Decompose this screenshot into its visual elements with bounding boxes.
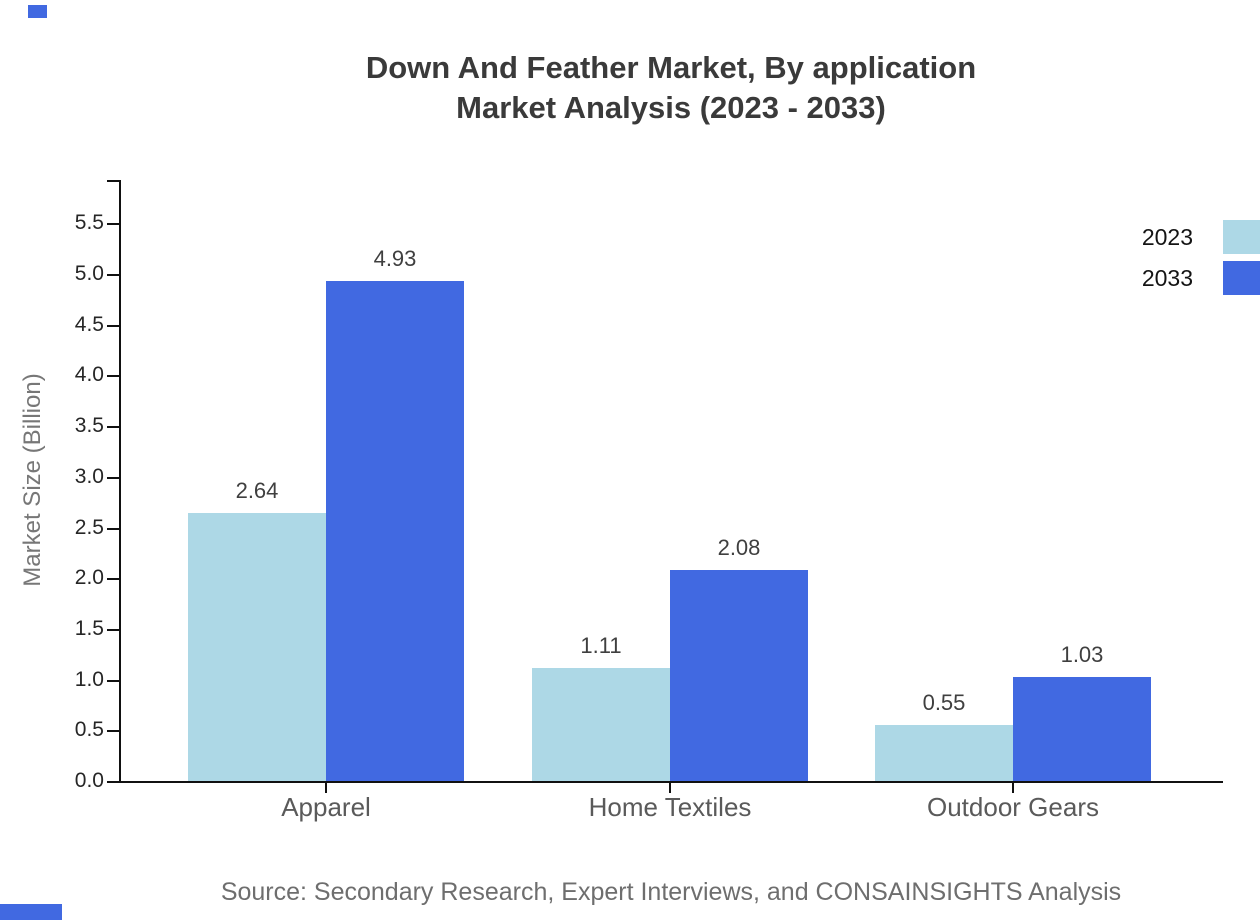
y-tick-label: 4.0: [74, 363, 104, 387]
legend-item-2023[interactable]: 2023: [1100, 220, 1260, 254]
y-tick-label: 3.0: [74, 464, 104, 488]
y-tick-label: 0.5: [74, 718, 104, 742]
corner-accent-top-left: [28, 5, 47, 18]
bar-2033-apparel: [326, 281, 464, 781]
bar-value-label: 4.93: [373, 246, 417, 272]
chart-title: Down And Feather Market, By application: [365, 50, 977, 85]
x-axis-category-label: Apparel: [281, 792, 371, 822]
bar-value-label: 0.55: [922, 690, 966, 716]
x-tick: [669, 783, 671, 793]
bar-2023-apparel: [188, 513, 326, 781]
x-axis-category-label: Outdoor Gears: [927, 792, 1099, 822]
y-tick: [107, 781, 119, 783]
bar-2033-outdoor-gears: [1013, 676, 1151, 781]
bar-value-label: 2.08: [717, 535, 761, 561]
y-tick: [107, 628, 119, 631]
y-tick: [107, 527, 119, 530]
y-tick-label: 3.5: [74, 414, 104, 438]
y-tick: [107, 274, 119, 276]
legend-swatch: [1223, 261, 1260, 295]
bar-value-label: 2.64: [235, 478, 279, 504]
x-axis-category-label: Home Textiles: [588, 792, 752, 822]
chart-subtitle: Market Analysis (2023 - 2033): [456, 90, 886, 125]
y-tick: [107, 426, 119, 429]
legend-label: 2033: [1141, 264, 1193, 291]
legend: 2023 2033: [1100, 220, 1260, 302]
legend-label: 2023: [1141, 223, 1193, 250]
y-tick-label: 1.5: [74, 616, 104, 640]
y-tick-label: 5.0: [74, 262, 104, 285]
chart-title-block: Down And Feather Market, By application …: [120, 48, 1222, 128]
y-tick-label: 1.0: [74, 667, 104, 691]
bar-2023-home-textiles: [532, 668, 670, 781]
y-tick-label: 5.5: [74, 211, 104, 235]
x-tick: [1012, 783, 1014, 793]
y-axis-line: [119, 180, 121, 783]
bar-2023-outdoor-gears: [875, 725, 1013, 781]
legend-item-2033[interactable]: 2033: [1100, 261, 1260, 295]
y-tick: [107, 223, 119, 226]
y-axis-top-tick: [107, 180, 119, 182]
y-tick-label: 0.0: [74, 769, 104, 792]
bar-value-label: 1.03: [1060, 641, 1104, 667]
y-tick: [107, 476, 119, 479]
y-tick: [107, 578, 119, 581]
source-note: Source: Secondary Research, Expert Inter…: [220, 878, 1122, 906]
bar-2033-home-textiles: [670, 570, 808, 781]
y-tick-label: 2.5: [74, 515, 104, 539]
y-tick: [107, 375, 119, 378]
corner-accent-bottom-left: [0, 904, 62, 920]
y-tick: [107, 730, 119, 733]
y-tick-label: 4.5: [74, 312, 104, 336]
y-tick: [107, 679, 119, 682]
x-tick: [325, 783, 327, 793]
y-tick-label: 2.0: [74, 566, 104, 590]
x-axis-line: [119, 781, 1223, 783]
bar-value-label: 1.11: [580, 633, 622, 659]
y-tick: [107, 324, 119, 327]
legend-swatch: [1223, 220, 1260, 254]
